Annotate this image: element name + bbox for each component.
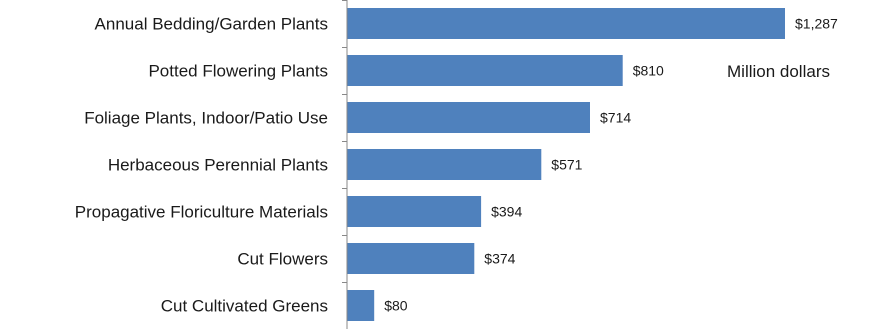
- value-label: $1,287: [795, 16, 838, 32]
- category-label: Foliage Plants, Indoor/Patio Use: [84, 109, 328, 128]
- value-label: $80: [384, 298, 408, 314]
- category-axis-ticks: [342, 0, 347, 283]
- category-label: Propagative Floriculture Materials: [75, 203, 328, 222]
- value-label: $571: [551, 157, 582, 173]
- category-labels-group: Annual Bedding/Garden Plants Potted Flowe…: [75, 15, 328, 316]
- value-label: $374: [484, 251, 515, 267]
- bar: [347, 243, 475, 274]
- category-label: Cut Flowers: [237, 250, 328, 269]
- bar: [347, 149, 542, 180]
- bar: [347, 290, 375, 321]
- value-label: $810: [633, 63, 664, 79]
- bar: [347, 55, 623, 86]
- bar: [347, 102, 590, 133]
- unit-label: Million dollars: [727, 62, 830, 81]
- value-labels-group: $1,287 $810 $714 $571 $394 $374 $80: [384, 16, 838, 314]
- bars-group: [347, 8, 785, 321]
- category-label: Annual Bedding/Garden Plants: [95, 15, 328, 34]
- bar: [347, 8, 785, 39]
- category-label: Potted Flowering Plants: [148, 62, 328, 81]
- category-label: Herbaceous Perennial Plants: [108, 156, 328, 175]
- bar: [347, 196, 482, 227]
- category-label: Cut Cultivated Greens: [161, 297, 328, 316]
- value-label: $714: [600, 110, 631, 126]
- value-label: $394: [491, 204, 522, 220]
